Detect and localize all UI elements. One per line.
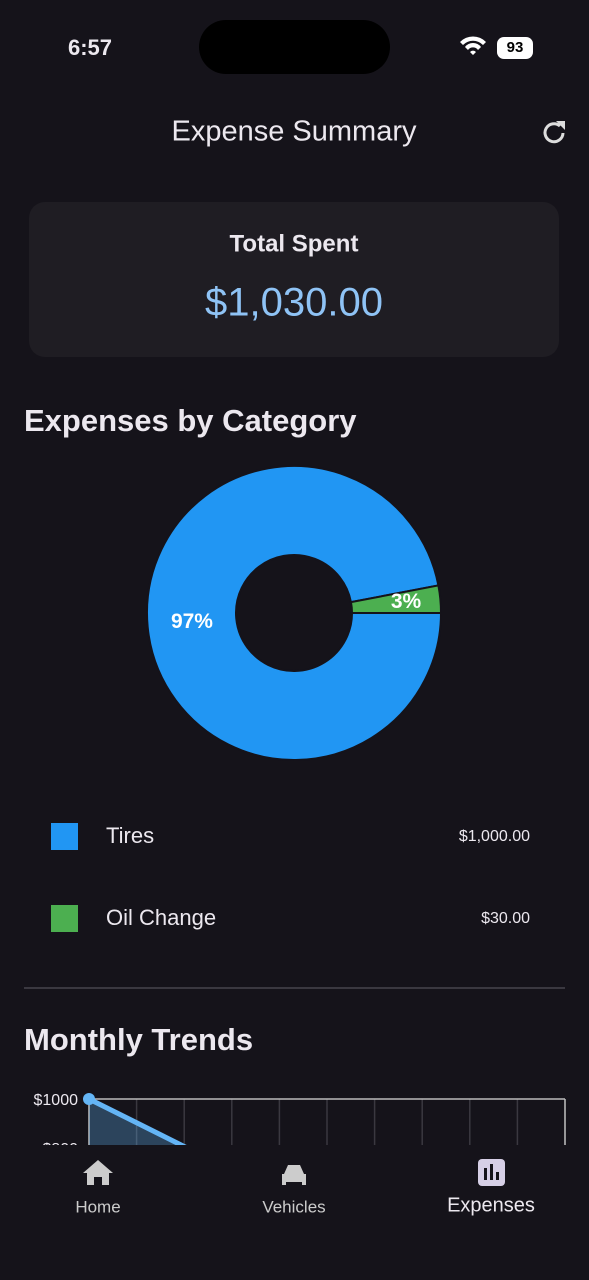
slice-label: 3% <box>391 590 422 613</box>
nav-vehicles[interactable]: Vehicles <box>262 1165 326 1216</box>
section-title: Expenses by Category <box>24 403 357 438</box>
nav-label: Home <box>75 1197 120 1216</box>
refresh-button[interactable] <box>543 121 565 144</box>
trend-chart: $1000 $800 <box>34 1092 566 1158</box>
legend-amount: $30.00 <box>481 910 530 927</box>
dynamic-island <box>199 20 390 74</box>
nav-label: Expenses <box>447 1194 535 1216</box>
battery-level: 93 <box>507 39 524 56</box>
section-title: Monthly Trends <box>24 1022 253 1057</box>
clock: 6:57 <box>68 35 112 60</box>
total-label: Total Spent <box>230 230 359 257</box>
legend-name: Oil Change <box>106 905 216 930</box>
y-tick-label: $1000 <box>34 1092 79 1109</box>
battery <box>497 37 533 59</box>
pie-slice <box>349 584 443 614</box>
trend-point <box>83 1093 95 1105</box>
page-title: Expense Summary <box>172 116 417 148</box>
nav-expenses[interactable]: Expenses <box>447 1159 535 1216</box>
nav-label: Vehicles <box>262 1197 325 1216</box>
nav-home[interactable]: Home <box>75 1160 121 1216</box>
legend-swatch <box>51 905 78 932</box>
legend-swatch <box>51 823 78 850</box>
total-card <box>29 202 559 357</box>
slice-label: 97% <box>171 610 213 633</box>
wifi-icon <box>460 36 486 55</box>
total-amount: $1,030.00 <box>205 281 383 325</box>
trend-area <box>89 1099 182 1145</box>
y-tick-label: $800 <box>42 1141 78 1158</box>
trend-line <box>87 1096 187 1145</box>
legend-name: Tires <box>106 823 154 848</box>
pie-slice <box>146 465 443 761</box>
legend-amount: $1,000.00 <box>459 828 530 845</box>
